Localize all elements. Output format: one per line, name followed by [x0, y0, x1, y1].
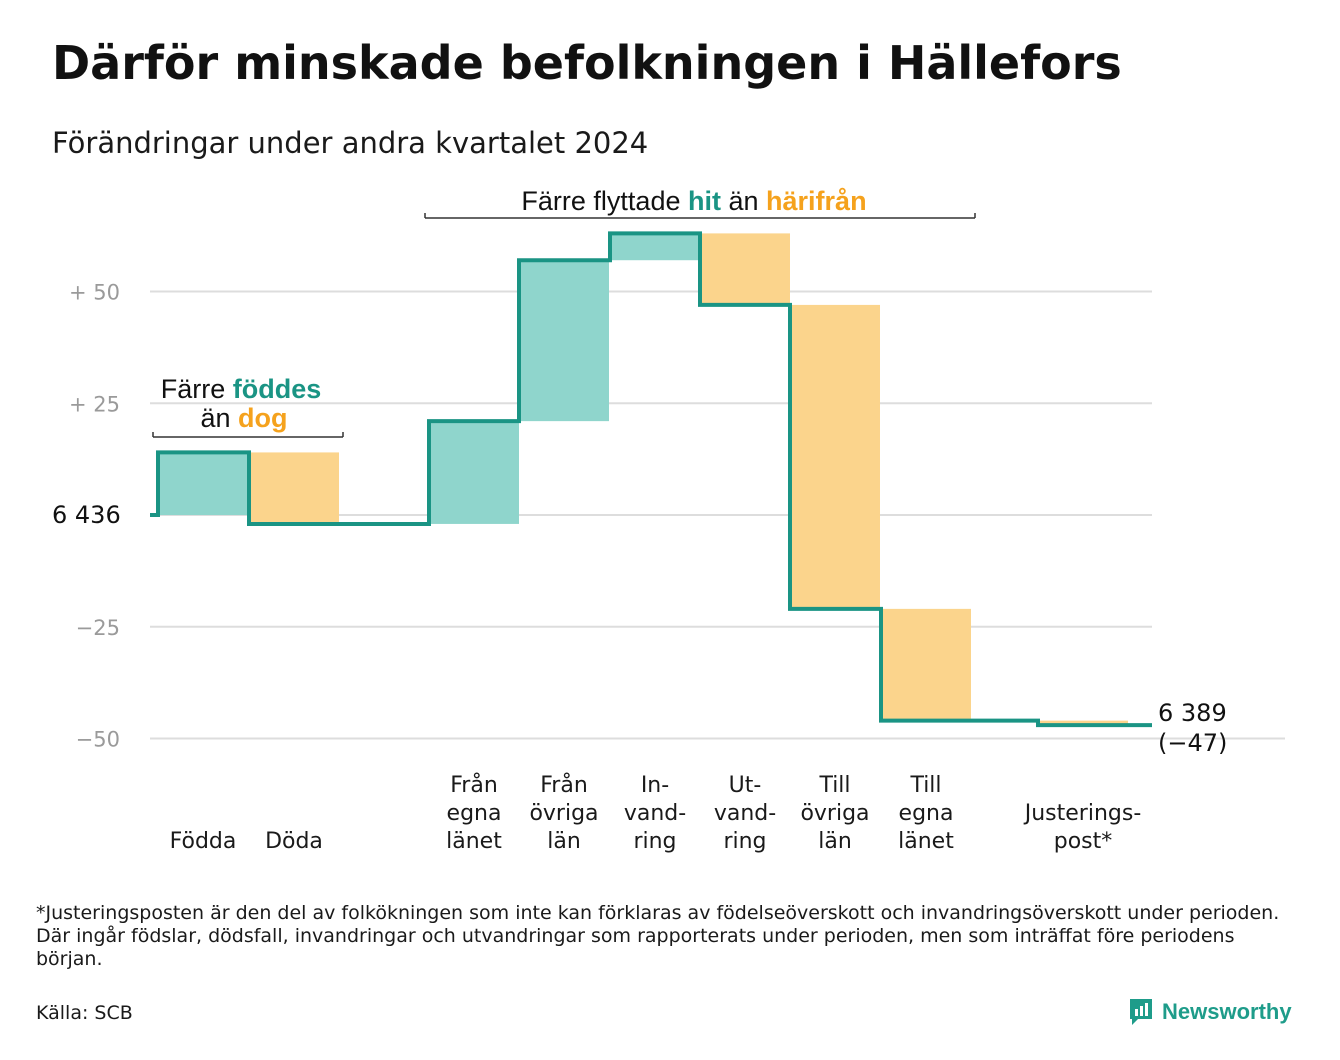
annotation-born-line2: än dog: [200, 403, 287, 433]
x-category-label: ring: [633, 829, 676, 854]
x-category-label: övriga: [529, 801, 598, 826]
annotation-part: dog: [238, 403, 287, 433]
x-category-label: län: [818, 829, 852, 854]
newsworthy-logo-icon: [1130, 999, 1152, 1025]
y-tick-label: + 50: [69, 281, 120, 305]
x-category-label: egna: [447, 801, 502, 826]
footnote: *Justeringsposten är den del av folkökni…: [36, 902, 1280, 970]
x-category-label: ring: [723, 829, 766, 854]
waterfall-bar: [610, 233, 700, 261]
x-category-label: Döda: [265, 829, 323, 854]
y-tick-label: −25: [76, 616, 120, 640]
annotation-part: Färre flyttade: [521, 186, 688, 216]
annotation-part: än: [721, 186, 766, 216]
x-category-label: Ut-: [729, 773, 762, 798]
x-category-label: övriga: [800, 801, 869, 826]
annotation-moved: Färre flyttade hit än härifrån: [521, 186, 866, 216]
x-category-label: länet: [898, 829, 954, 854]
chart-subtitle: Förändringar under andra kvartalet 2024: [52, 126, 649, 160]
annotation-born-line1: Färre föddes: [161, 374, 322, 404]
x-category-label: Från: [540, 772, 588, 798]
source-note: Källa: SCB: [36, 1002, 133, 1024]
annotation-part: hit: [688, 186, 721, 216]
x-category-label: Justerings-: [1023, 801, 1142, 826]
waterfall-bar: [158, 452, 248, 515]
cumulative-step-line: [150, 231, 1152, 728]
end-change-label: (−47): [1158, 729, 1227, 757]
x-category-label: Födda: [170, 829, 237, 854]
annotation-part: Färre: [161, 374, 233, 404]
x-category-label: Till: [818, 773, 850, 798]
x-category-label: Från: [450, 772, 498, 798]
waterfall-bar: [519, 260, 609, 422]
waterfall-bar: [249, 452, 339, 524]
waterfall-bar: [1038, 720, 1128, 726]
x-category-label: Till: [909, 773, 941, 798]
annotation-part: än: [200, 403, 238, 433]
end-value-label: 6 389: [1158, 699, 1227, 727]
start-value-label: 6 436: [52, 501, 121, 529]
annotation-part: härifrån: [766, 186, 867, 216]
annotation-part: föddes: [233, 374, 322, 404]
y-tick-label: + 25: [69, 392, 120, 416]
y-tick-label: −50: [76, 728, 120, 752]
x-category-label: län: [547, 829, 581, 854]
x-category-label: vand-: [624, 801, 686, 826]
chart-title: Därför minskade befolkningen i Hällefors: [52, 36, 1122, 90]
x-category-label: In-: [641, 773, 669, 798]
brand-logo: Newsworthy: [1128, 997, 1292, 1027]
waterfall-bar: [881, 608, 971, 721]
waterfall-bar: [790, 304, 880, 609]
x-category-label: vand-: [714, 801, 776, 826]
waterfall-bar: [700, 233, 790, 305]
x-category-label: egna: [899, 801, 954, 826]
x-category-label: post*: [1054, 829, 1113, 854]
brand-name: Newsworthy: [1162, 999, 1292, 1024]
x-category-label: länet: [446, 829, 502, 854]
waterfall-bar: [429, 421, 519, 524]
